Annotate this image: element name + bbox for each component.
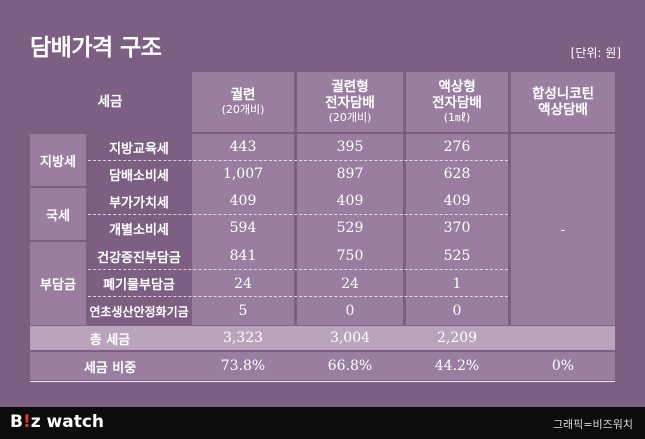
value-cell: 750 [336,248,364,264]
ratio-value: 73.8% [220,358,266,374]
header-col-liquid: 액상형 전자담배 (1㎖) [406,72,508,132]
body-bg-synthetic [511,134,615,325]
body-bg-cigarette [192,134,294,325]
row-label-stabilization-fund: 연초생산안정화기금 [89,304,189,319]
value-cell: 409 [336,193,364,209]
value-cell: 897 [336,166,364,182]
category-national-tax: 국세 [30,188,86,240]
row-label-individual-consumption-tax: 개별소비세 [109,222,169,238]
body-bg-heated [297,134,403,325]
row-divider [88,160,508,161]
value-cell: 628 [443,166,471,182]
table-bottom-border [30,381,615,382]
row-label-tobacco-consumption-tax: 담배소비세 [109,168,169,184]
value-cell: 409 [443,193,471,209]
category-levy: 부담금 [30,242,86,325]
graphic-credit: 그래픽=비즈워치 [552,418,633,431]
row-divider [88,269,508,270]
value-cell: 5 [238,303,248,319]
ratio-value: 0% [551,358,575,374]
row-divider [88,296,508,297]
body-bg-liquid [406,134,508,325]
total-value: 3,004 [329,330,371,346]
row-divider [88,214,508,215]
total-label: 총 세금 [89,332,131,348]
category-local-tax: 지방세 [30,134,86,186]
value-cell: 841 [229,248,257,264]
row-label-waste-levy: 폐기물부담금 [103,278,175,293]
value-cell: 525 [443,248,471,264]
ratio-label: 세금 비중 [83,360,137,376]
total-value: 3,323 [222,330,264,346]
value-cell: 529 [336,220,364,236]
synthetic-value-cell: - [560,221,566,238]
value-cell: 0 [452,303,462,319]
footer-bar: B!z watch 그래픽=비즈워치 [0,407,645,439]
header-col-cigarette: 궐련 (20개비) [192,72,294,132]
header-col-synthetic: 합성니코틴 액상담배 [511,72,615,132]
value-cell: 276 [443,139,471,155]
value-cell: 0 [345,303,355,319]
bizwatch-logo: B!z watch [10,412,105,432]
value-cell: 409 [229,193,257,209]
value-cell: 24 [341,275,359,292]
value-cell: 24 [234,275,252,292]
value-cell: 1 [452,275,462,292]
ratio-row [30,352,615,380]
row-label-vat: 부가가치세 [109,195,169,211]
header-col-heated: 궐련형 전자담배 (20개비) [297,72,403,132]
value-cell: 594 [229,220,257,236]
value-cell: 370 [443,220,471,236]
ratio-value: 44.2% [434,358,480,374]
row-label-education-tax: 지방교육세 [109,141,169,157]
total-row [30,326,615,350]
value-cell: 443 [229,139,257,155]
row-label-health-levy: 건강증진부담금 [97,250,181,266]
header-tax: 세금 [97,94,123,110]
total-value: 2,209 [436,330,478,346]
unit-label: [단위: 원] [570,46,621,60]
ratio-value: 66.8% [327,358,373,374]
value-cell: 1,007 [222,166,264,182]
value-cell: 395 [336,139,364,155]
page-title: 담배가격 구조 [30,35,162,61]
